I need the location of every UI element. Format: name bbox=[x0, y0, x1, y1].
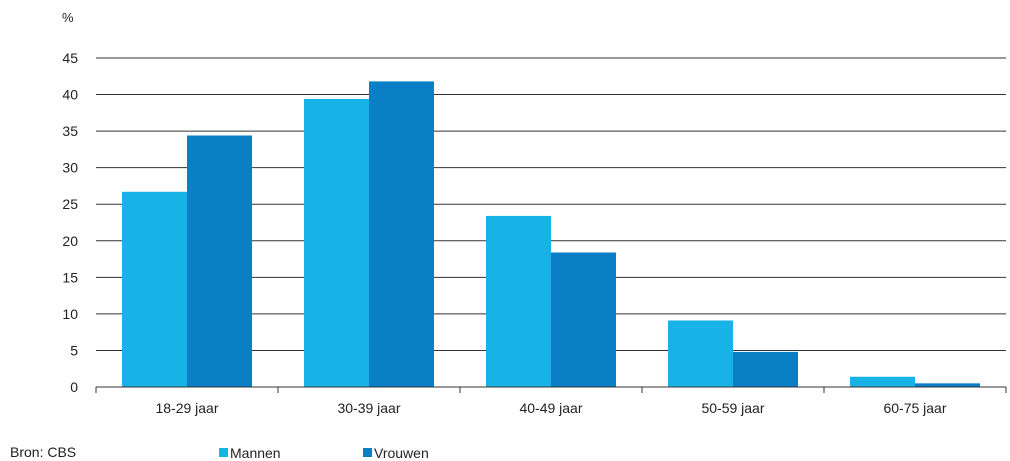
x-category-label: 60-75 jaar bbox=[883, 400, 946, 416]
x-category-label: 30-39 jaar bbox=[337, 400, 400, 416]
x-category-label: 18-29 jaar bbox=[155, 400, 218, 416]
legend-label-mannen: Mannen bbox=[230, 445, 281, 461]
y-tick-label: 20 bbox=[62, 233, 78, 249]
x-category-label: 40-49 jaar bbox=[519, 400, 582, 416]
y-tick-label: 15 bbox=[62, 269, 78, 285]
legend-label-vrouwen: Vrouwen bbox=[374, 445, 429, 461]
bar-vrouwen-2 bbox=[551, 252, 616, 387]
y-axis-unit-label: % bbox=[62, 10, 74, 25]
bar-vrouwen-1 bbox=[369, 81, 434, 387]
y-axis-ticks: 0 5 10 15 20 25 30 35 40 45 bbox=[62, 50, 78, 395]
y-tick-label: 0 bbox=[70, 379, 78, 395]
legend-swatch-mannen bbox=[219, 448, 228, 457]
y-tick-label: 25 bbox=[62, 196, 78, 212]
y-tick-label: 40 bbox=[62, 87, 78, 103]
y-tick-label: 35 bbox=[62, 123, 78, 139]
y-tick-label: 45 bbox=[62, 50, 78, 66]
x-axis: 18-29 jaar 30-39 jaar 40-49 jaar 50-59 jaar… bbox=[95, 386, 1007, 416]
bar-mannen-3 bbox=[668, 320, 733, 387]
bar-vrouwen-0 bbox=[187, 135, 252, 387]
legend-swatch-vrouwen bbox=[363, 448, 372, 457]
y-tick-label: 10 bbox=[62, 306, 78, 322]
x-category-label: 50-59 jaar bbox=[701, 400, 764, 416]
y-tick-label: 5 bbox=[70, 342, 78, 358]
bar-mannen-1 bbox=[304, 98, 369, 387]
bar-mannen-4 bbox=[850, 376, 915, 387]
bar-mannen-0 bbox=[122, 191, 187, 387]
y-tick-label: 30 bbox=[62, 160, 78, 176]
bar-mannen-2 bbox=[486, 215, 551, 387]
bar-vrouwen-3 bbox=[733, 351, 798, 387]
source-note: Bron: CBS bbox=[10, 444, 76, 460]
legend: Mannen Vrouwen bbox=[219, 445, 429, 461]
bar-vrouwen-4 bbox=[915, 383, 980, 387]
bars bbox=[122, 81, 980, 387]
